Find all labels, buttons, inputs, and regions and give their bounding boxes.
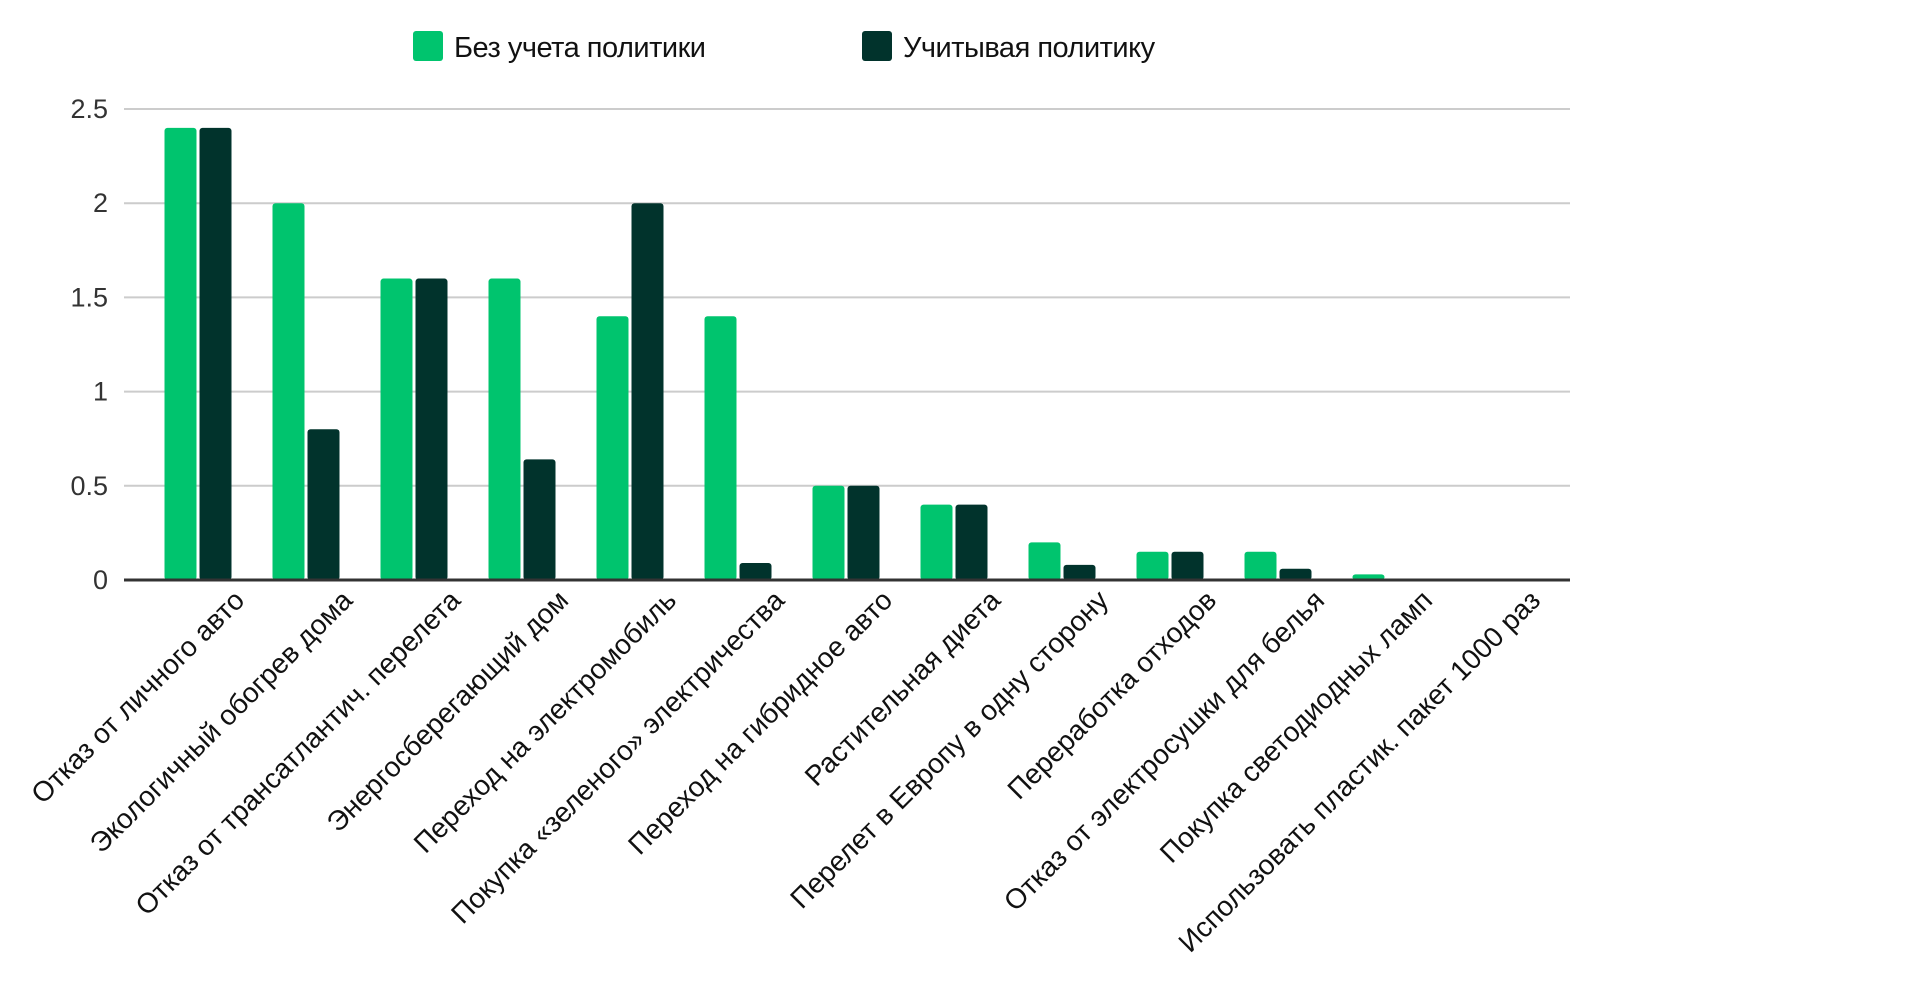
bar-without-policy [380, 278, 413, 580]
bar-with-policy [307, 429, 340, 580]
bar-with-policy [1171, 551, 1204, 580]
bar-without-policy [1028, 542, 1061, 580]
y-tick-label: 1.5 [70, 282, 108, 312]
x-category-label: Растительная диета [799, 584, 1007, 792]
y-axis-ticks: 0 0.5 1 1.5 2 2.5 [70, 94, 108, 595]
y-tick-label: 1 [93, 377, 108, 407]
legend-swatch-with-policy [862, 31, 892, 61]
bar-with-policy [415, 278, 448, 580]
gridlines [124, 108, 1570, 487]
bar-with-policy [199, 127, 232, 580]
y-tick-label: 2.5 [70, 94, 108, 124]
bar-without-policy [920, 504, 953, 580]
bar-with-policy [523, 459, 556, 580]
legend: Без учета политики Учитывая политику [413, 31, 1156, 64]
bar-without-policy [596, 316, 629, 580]
bar-with-policy [955, 504, 988, 580]
bar-with-policy [739, 563, 772, 580]
y-tick-label: 0.5 [70, 471, 108, 501]
y-tick-label: 0 [93, 565, 108, 595]
bars [164, 127, 1528, 581]
bar-without-policy [812, 485, 845, 580]
bar-with-policy [1279, 568, 1312, 580]
x-category-label: Переработка отходов [1001, 584, 1222, 805]
bar-with-policy [847, 485, 880, 580]
legend-label-without-policy: Без учета политики [454, 32, 705, 64]
bar-without-policy [1136, 551, 1169, 580]
bar-without-policy [272, 203, 305, 580]
y-tick-label: 2 [93, 188, 108, 218]
legend-label-with-policy: Учитывая политику [903, 32, 1156, 64]
legend-swatch-without-policy [413, 31, 443, 61]
bar-without-policy [488, 278, 521, 580]
x-category-label: Отказ от личного авто [25, 584, 250, 809]
bar-without-policy [164, 127, 197, 580]
bar-without-policy [704, 316, 737, 580]
bar-without-policy [1244, 551, 1277, 580]
bar-with-policy [1063, 564, 1096, 580]
bar-with-policy [631, 203, 664, 580]
